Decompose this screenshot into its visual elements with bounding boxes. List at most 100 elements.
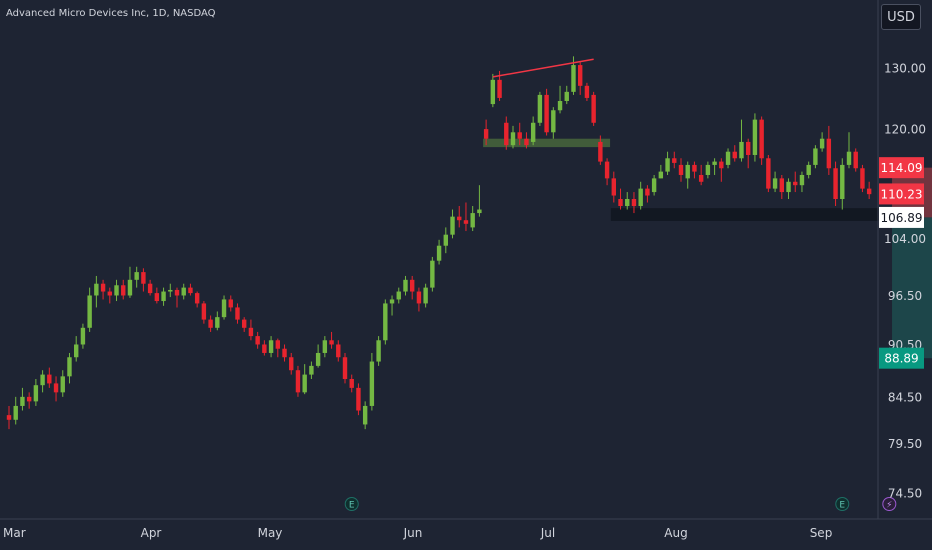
candle-body (497, 79, 502, 98)
candle (282, 344, 287, 362)
candle-body (80, 327, 86, 345)
candle (47, 367, 52, 388)
candle (826, 125, 832, 175)
candle (26, 392, 32, 409)
candle (362, 401, 368, 430)
price-tick-label: 96.50 (888, 289, 922, 303)
candle (813, 145, 818, 169)
earnings-icon: E (835, 497, 850, 511)
candle (336, 340, 341, 362)
candle (732, 145, 737, 162)
candle-body (6, 415, 12, 420)
candle (537, 91, 543, 126)
candle (33, 378, 39, 406)
candle (107, 287, 112, 304)
candle-body (698, 174, 704, 182)
candle (658, 164, 664, 179)
time-tick-label: May (258, 526, 283, 540)
candle (510, 125, 516, 149)
candle-body (369, 361, 375, 406)
candle-body (705, 164, 711, 175)
candle-body (759, 119, 764, 159)
candle (53, 376, 59, 402)
candle-body (181, 287, 186, 296)
dividend-icon: ⚡ (882, 497, 897, 511)
candle-body (201, 303, 207, 320)
candle (866, 181, 872, 200)
candle-body (692, 164, 697, 172)
earnings-icon-circle (835, 497, 850, 511)
candle-body (47, 374, 52, 384)
candle-body (564, 91, 569, 101)
candle (530, 116, 536, 146)
candle-body (678, 164, 684, 175)
candle (591, 91, 596, 126)
candle (309, 361, 314, 379)
candle-body (329, 340, 334, 345)
candle-body (423, 287, 428, 304)
candle (833, 161, 838, 207)
price-axis[interactable]: 130.00120.00104.0096.5090.5084.5079.5074… (884, 62, 926, 501)
candle-body (430, 260, 435, 288)
candle (772, 171, 778, 193)
candle (725, 148, 731, 169)
candle-body (517, 132, 522, 139)
candle-body (282, 348, 287, 358)
candle-body (584, 85, 590, 98)
candle-body (114, 285, 119, 296)
candle-body (33, 385, 39, 402)
candle (853, 148, 858, 172)
candle-body (618, 199, 623, 207)
candle (268, 336, 274, 358)
candle (705, 161, 711, 179)
candle (13, 396, 18, 425)
candle-body (309, 365, 314, 375)
candle-body (315, 352, 321, 366)
candle-body (672, 158, 677, 163)
candle (746, 138, 751, 169)
dividend-icon-glyph: ⚡ (886, 501, 892, 511)
candle-body (20, 396, 25, 406)
candle (74, 336, 79, 362)
candle (719, 158, 724, 182)
candle (248, 319, 254, 341)
time-axis[interactable]: Mar Apr May Jun Jul Aug Sep (3, 526, 832, 540)
currency-button[interactable]: USD (881, 4, 921, 30)
candle-body (228, 299, 233, 308)
candle (188, 283, 193, 296)
candle-body (40, 374, 45, 386)
candle (389, 295, 395, 316)
candle-body (772, 178, 778, 189)
candle-body (161, 291, 166, 302)
candle (604, 158, 610, 186)
price-tick-label: 79.50 (888, 437, 922, 451)
candle (793, 171, 798, 193)
candle-body (302, 374, 307, 393)
candle-body (242, 319, 247, 328)
candle (638, 181, 643, 210)
time-tick-label: Aug (664, 526, 687, 540)
candle-body (544, 94, 549, 133)
candle-body (799, 174, 805, 186)
support-zone-july (610, 208, 879, 221)
candle (477, 185, 482, 217)
candle-body (463, 220, 469, 224)
candle-body (194, 293, 200, 304)
candle-body (779, 178, 784, 193)
candle-body (376, 340, 381, 362)
candle (356, 383, 361, 416)
candle (551, 107, 556, 139)
candle-body (295, 370, 301, 393)
candle-body (289, 357, 294, 371)
candle (645, 185, 650, 203)
candle-body (188, 287, 193, 294)
candle-body (470, 213, 475, 228)
candle-body (840, 164, 845, 200)
candle-body (685, 164, 690, 179)
candle (517, 122, 522, 146)
time-tick-label: Apr (141, 526, 162, 540)
earnings-icon-glyph: E (349, 501, 355, 511)
candle-body (141, 272, 146, 284)
price-labels: 114.09 110.23 106.89 88.89 (879, 157, 924, 369)
